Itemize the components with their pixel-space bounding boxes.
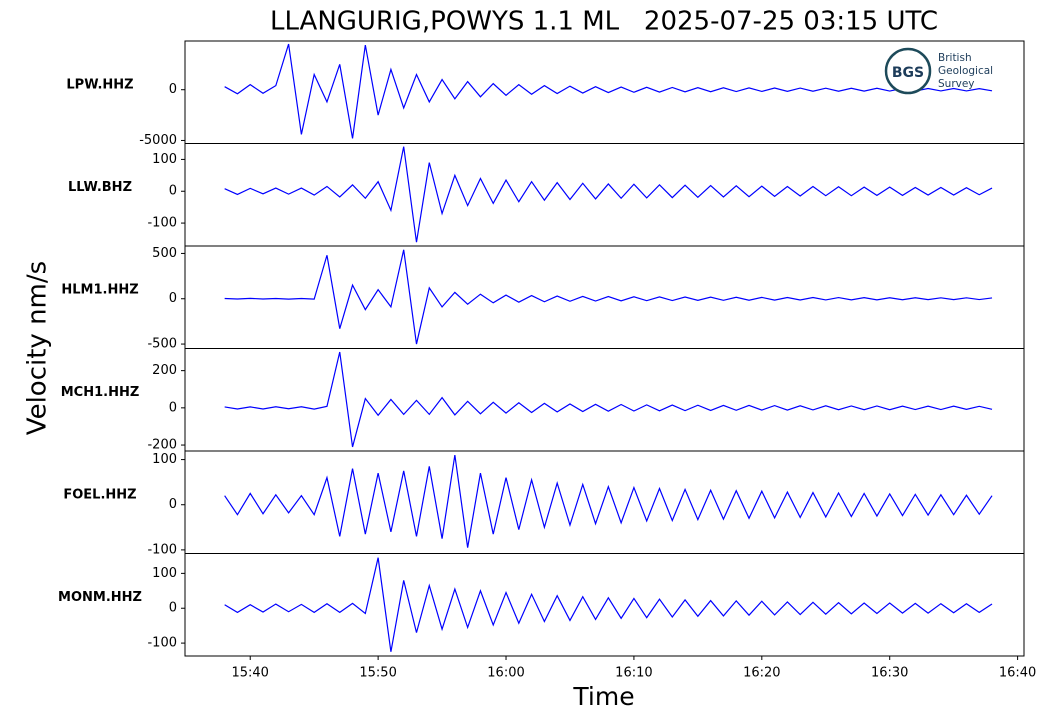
y-tick-label: -100 <box>147 636 177 651</box>
y-tick-label: 500 <box>152 246 177 261</box>
y-axis-label: Velocity nm/s <box>23 261 53 435</box>
x-tick-label: 16:10 <box>615 666 652 681</box>
station-label: MONM.HHZ <box>58 590 142 605</box>
logo: BGS British Geological Survey <box>884 47 993 95</box>
logo-text: Survey <box>938 78 975 90</box>
panel-frame <box>184 143 1025 247</box>
x-tick-label: 16:20 <box>743 666 780 681</box>
logo-ring <box>884 47 932 95</box>
y-tick-label: 0 <box>169 400 177 415</box>
station-label: HLM1.HHZ <box>61 283 138 298</box>
x-tick-label: 16:30 <box>871 666 908 681</box>
station-label: LLW.BHZ <box>68 180 132 195</box>
y-tick-label: -100 <box>147 542 177 557</box>
waveform <box>224 249 993 345</box>
y-tick-label: 0 <box>169 82 177 97</box>
waveform <box>224 43 993 139</box>
y-tick-label: 0 <box>169 497 177 512</box>
station-label: LPW.HHZ <box>66 78 133 93</box>
y-tick-label: 0 <box>169 184 177 199</box>
x-tick-label: 15:50 <box>359 666 396 681</box>
y-tick-label: 100 <box>152 566 177 581</box>
panel-frame <box>184 245 1025 349</box>
panel-frame <box>184 450 1025 554</box>
chart-title: LLANGURIG,POWYS 1.1 ML 2025-07-25 03:15 … <box>270 7 938 37</box>
waveform <box>224 146 993 243</box>
y-tick-label: -200 <box>147 438 177 453</box>
waveform <box>224 454 993 548</box>
waveform <box>224 351 993 448</box>
y-tick-label: -100 <box>147 216 177 231</box>
y-tick-label: 100 <box>152 452 177 467</box>
panel-frame <box>184 348 1025 452</box>
x-tick-label: 16:00 <box>487 666 524 681</box>
y-tick-label: -5000 <box>139 133 177 148</box>
y-tick-label: 100 <box>152 152 177 167</box>
y-tick-label: 200 <box>152 363 177 378</box>
y-tick-label: 0 <box>169 601 177 616</box>
x-tick-label: 16:40 <box>999 666 1036 681</box>
logo-abbr: BGS <box>892 65 924 81</box>
waveform <box>224 557 993 652</box>
x-axis-label: Time <box>572 682 634 711</box>
station-label: FOEL.HHZ <box>63 488 136 503</box>
y-tick-label: -500 <box>147 337 177 352</box>
y-tick-label: 0 <box>169 291 177 306</box>
logo-text: Geological <box>938 65 993 77</box>
x-tick-label: 15:40 <box>231 666 268 681</box>
station-label: MCH1.HHZ <box>61 385 140 400</box>
logo-text: British <box>938 52 972 64</box>
panel-frame <box>184 553 1025 657</box>
